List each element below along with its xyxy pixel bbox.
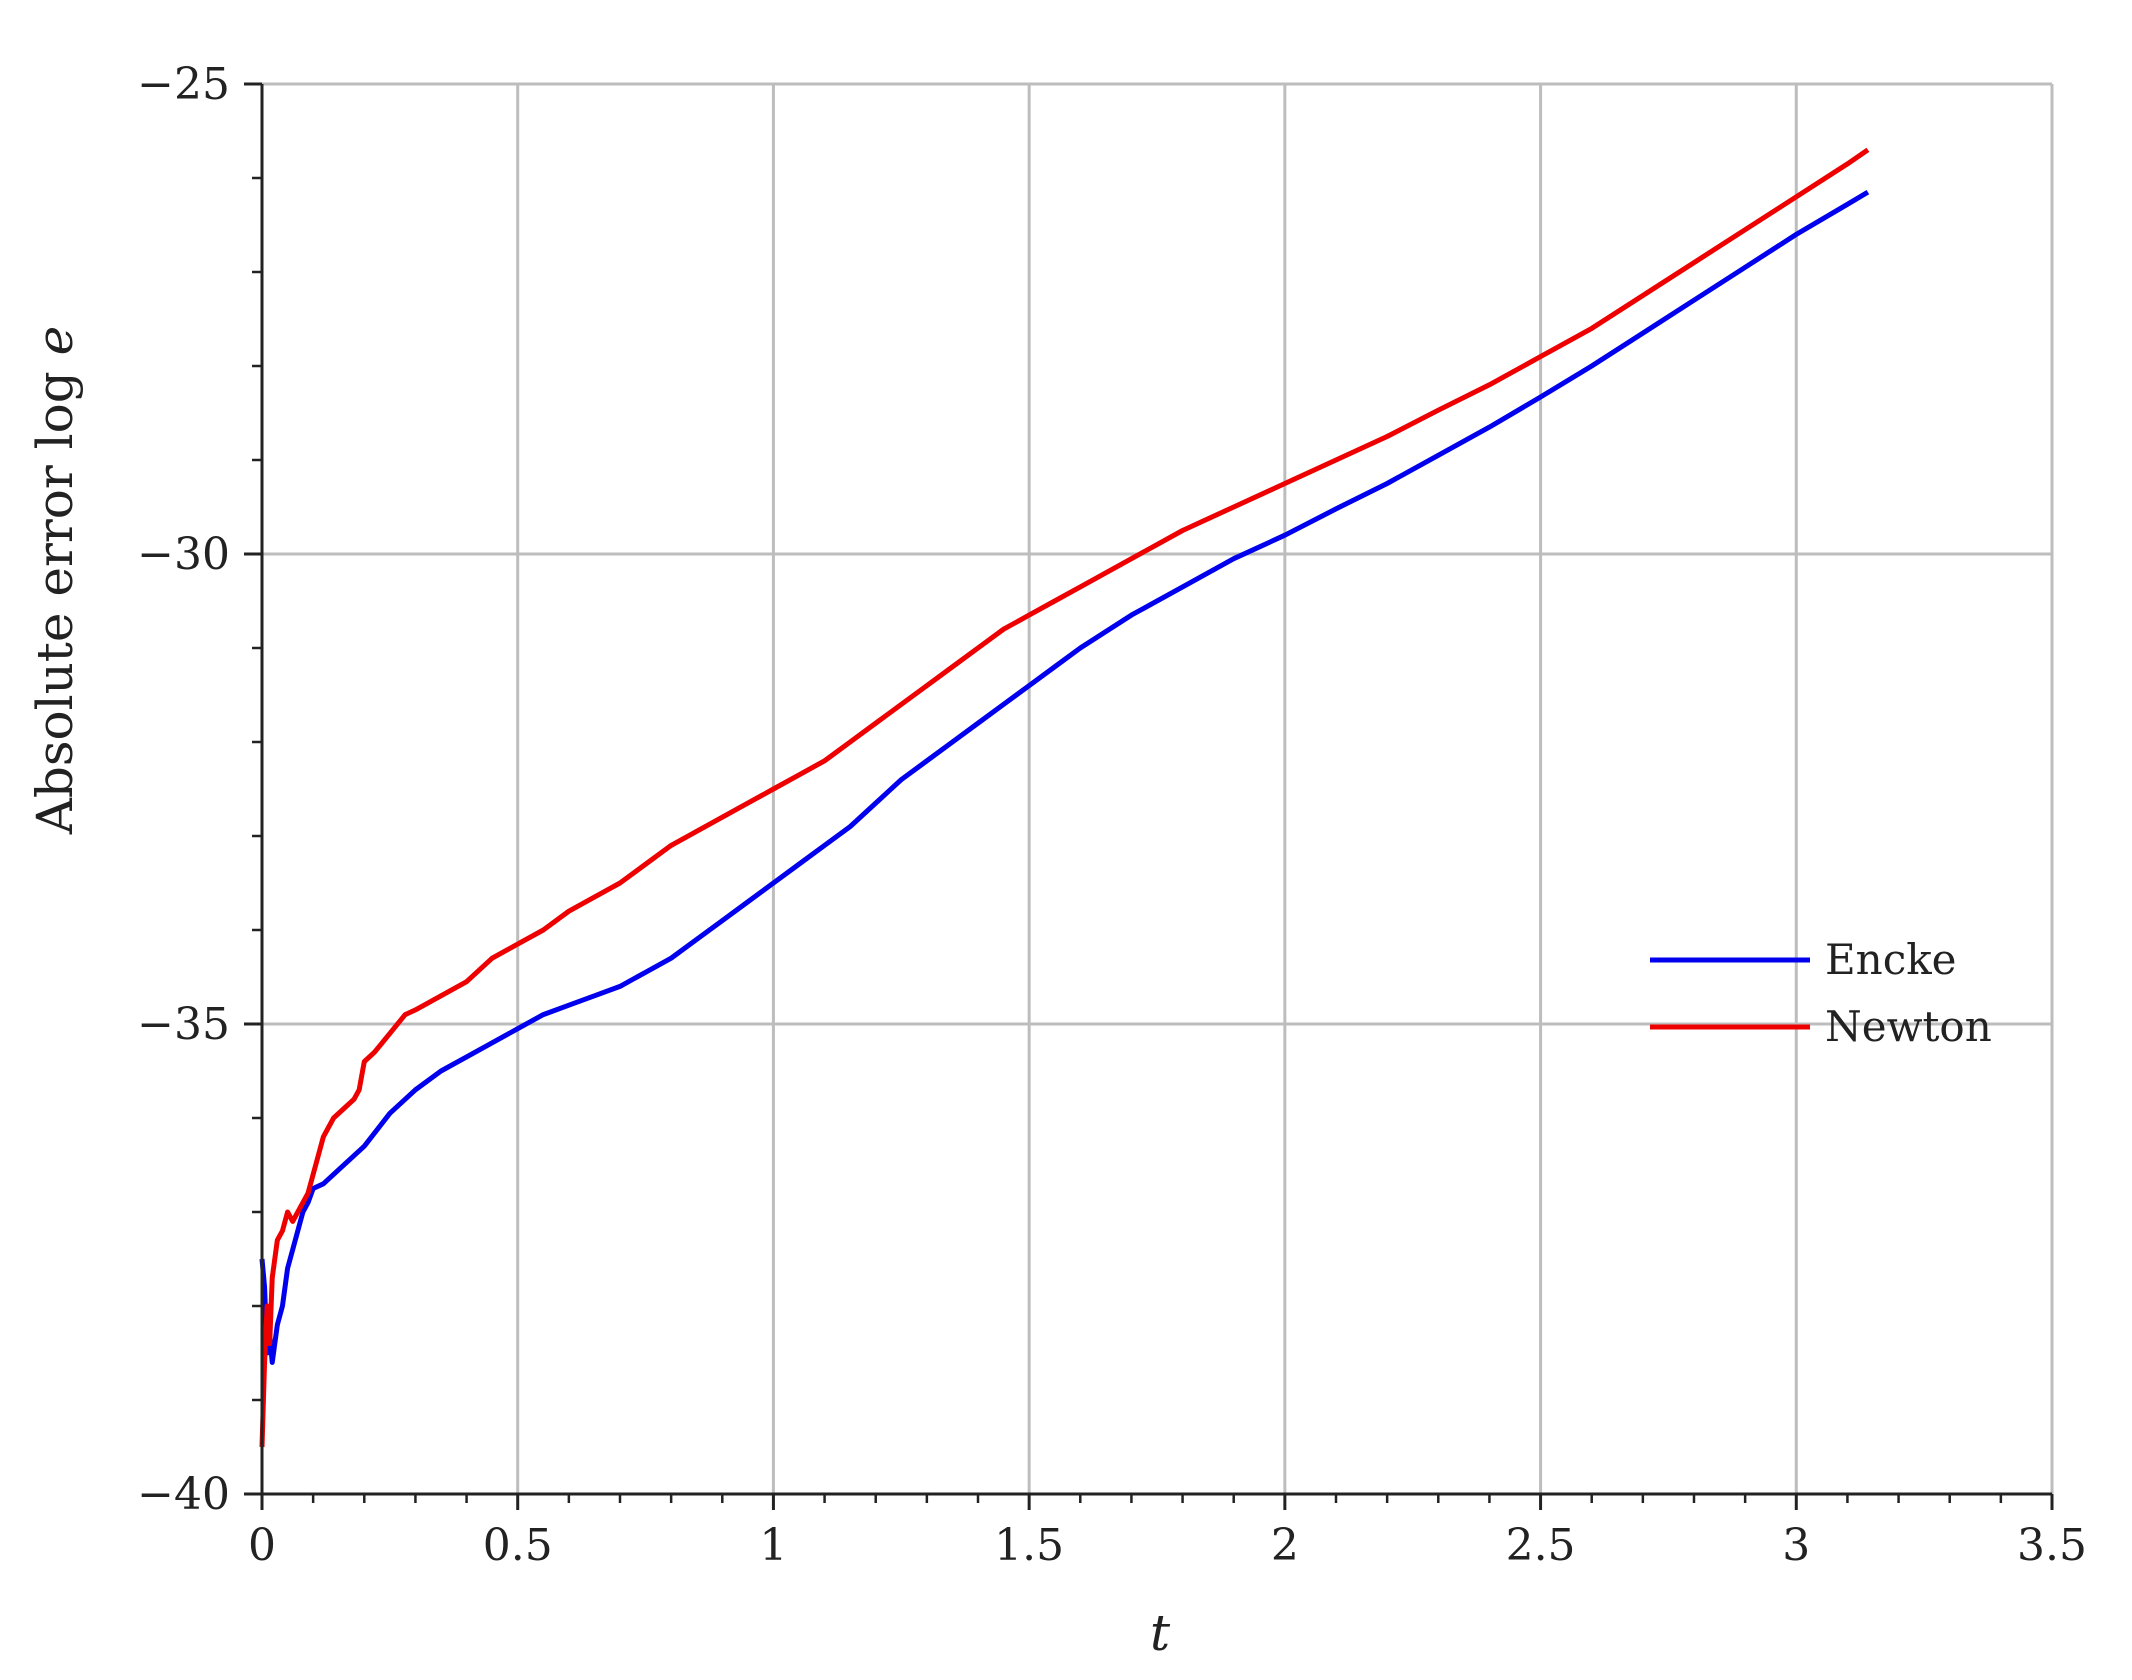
x-axis-label: t [1150,1604,1171,1662]
y-axis-label: Absolute error log e [26,326,84,836]
y-tick-label-0: −40 [137,1469,230,1520]
x-tick-label-4: 2 [1271,1520,1299,1571]
tick-labels: 0 0.5 1 1.5 2 2.5 3 3.5 −40 −35 −30 −25 [137,59,2087,1571]
plot-area [259,147,1870,1448]
y-tick-label-1: −35 [137,999,230,1050]
legend: Encke Newton [1650,935,1992,1051]
x-tick-label-5: 2.5 [1506,1520,1576,1571]
y-tick-label-2: −30 [137,529,230,580]
series-line-encke [259,189,1870,1365]
series-line-newton [259,147,1870,1448]
x-tick-label-7: 3.5 [2017,1520,2087,1571]
x-tick-label-1: 0.5 [483,1520,553,1571]
y-axis-label-variable: e [26,326,84,356]
axes [244,82,2054,1510]
legend-label-newton: Newton [1825,1002,1992,1051]
y-tick-label-3: −25 [137,59,230,110]
legend-label-encke: Encke [1825,935,1957,984]
x-tick-label-2: 1 [759,1520,787,1571]
y-axis-label-text: Absolute error log [26,355,84,835]
x-tick-label-0: 0 [248,1520,276,1571]
x-tick-label-3: 1.5 [994,1520,1064,1571]
x-tick-label-6: 3 [1782,1520,1810,1571]
